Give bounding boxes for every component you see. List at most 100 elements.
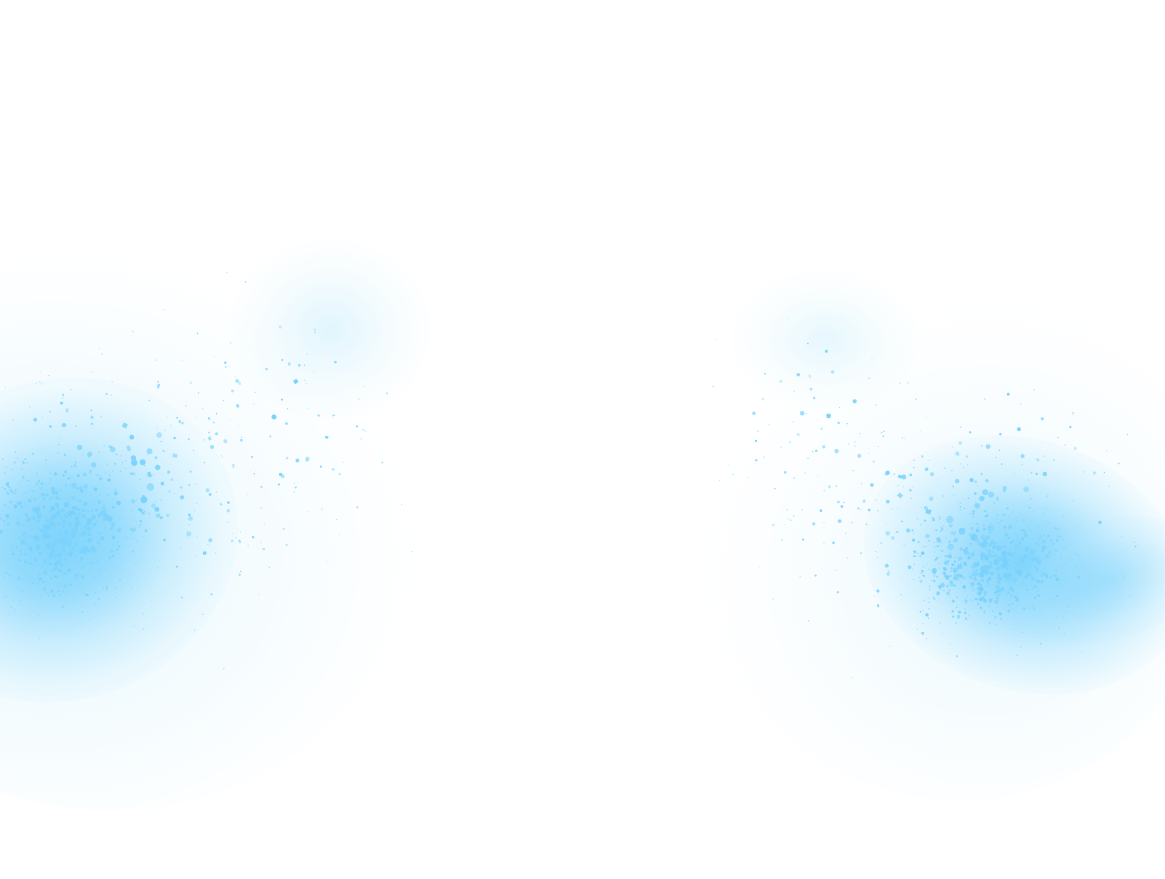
speck bbox=[18, 537, 20, 540]
speck bbox=[752, 411, 756, 415]
speck bbox=[934, 560, 936, 562]
speck bbox=[42, 505, 46, 509]
speck bbox=[63, 550, 65, 552]
speck bbox=[29, 534, 32, 538]
speck bbox=[54, 511, 60, 517]
speck bbox=[817, 419, 819, 422]
speck bbox=[1103, 472, 1105, 474]
speck bbox=[1004, 533, 1006, 535]
speck bbox=[172, 453, 178, 458]
speck bbox=[18, 558, 21, 562]
speck bbox=[952, 615, 955, 618]
speck bbox=[133, 519, 135, 521]
speck bbox=[958, 527, 966, 535]
speck bbox=[1011, 588, 1015, 593]
speck bbox=[38, 637, 40, 639]
speck bbox=[983, 541, 988, 546]
speck bbox=[966, 464, 968, 466]
speck bbox=[972, 570, 979, 577]
speck bbox=[1062, 565, 1064, 567]
speck bbox=[129, 434, 135, 440]
speck bbox=[975, 528, 980, 533]
speck bbox=[129, 573, 131, 575]
speck bbox=[43, 529, 46, 532]
speck bbox=[37, 572, 41, 576]
speck bbox=[71, 534, 74, 537]
speck bbox=[126, 445, 132, 452]
speck bbox=[1042, 534, 1046, 537]
speck bbox=[1002, 541, 1004, 543]
speck bbox=[940, 541, 942, 543]
speck bbox=[966, 596, 968, 598]
speck bbox=[996, 593, 1000, 597]
speck bbox=[895, 530, 899, 534]
speck bbox=[893, 473, 895, 475]
speck bbox=[23, 553, 26, 556]
speck bbox=[986, 514, 989, 517]
speck bbox=[883, 430, 885, 433]
speck bbox=[974, 503, 980, 509]
speck bbox=[67, 521, 73, 527]
speck bbox=[16, 457, 19, 459]
speck bbox=[131, 550, 134, 553]
speck bbox=[88, 618, 90, 620]
speck bbox=[1042, 614, 1044, 616]
speck bbox=[949, 552, 951, 554]
speck bbox=[1022, 582, 1024, 584]
speck bbox=[43, 558, 45, 560]
speck bbox=[1018, 572, 1020, 574]
speck bbox=[21, 590, 23, 592]
speck bbox=[196, 536, 198, 538]
speck bbox=[26, 462, 29, 464]
speck bbox=[297, 363, 301, 367]
speck bbox=[1051, 552, 1053, 555]
speck bbox=[112, 498, 114, 501]
speck bbox=[304, 379, 306, 382]
speck bbox=[946, 576, 948, 579]
speck bbox=[1015, 548, 1017, 550]
speck bbox=[911, 568, 914, 570]
speck bbox=[944, 467, 946, 469]
speck bbox=[990, 522, 992, 524]
speck bbox=[887, 570, 890, 572]
speck bbox=[943, 590, 945, 592]
speck bbox=[121, 588, 123, 590]
speck bbox=[907, 382, 909, 384]
speck bbox=[1040, 580, 1044, 583]
speck bbox=[819, 509, 823, 512]
speck bbox=[960, 463, 962, 465]
speck bbox=[1009, 610, 1011, 612]
speck bbox=[978, 597, 983, 602]
speck bbox=[23, 502, 26, 504]
speck bbox=[181, 359, 183, 361]
speck bbox=[922, 599, 925, 601]
speck bbox=[69, 583, 72, 586]
speck bbox=[941, 633, 943, 635]
speck bbox=[985, 444, 991, 449]
speck bbox=[105, 588, 108, 591]
speck bbox=[87, 531, 92, 537]
speck bbox=[90, 562, 93, 565]
speck bbox=[838, 406, 841, 409]
speck bbox=[45, 482, 47, 484]
speck bbox=[401, 504, 403, 506]
speck bbox=[837, 500, 840, 504]
speck bbox=[1049, 531, 1052, 533]
speck bbox=[62, 525, 65, 529]
speck bbox=[754, 439, 758, 443]
speck bbox=[979, 568, 982, 571]
speck bbox=[840, 505, 844, 508]
speck bbox=[942, 571, 947, 576]
speck bbox=[962, 562, 964, 564]
speck bbox=[994, 587, 996, 589]
speck bbox=[35, 482, 39, 486]
speck bbox=[91, 370, 93, 373]
speck bbox=[104, 472, 107, 474]
speck bbox=[56, 493, 59, 496]
speck bbox=[50, 486, 56, 492]
speck bbox=[976, 523, 979, 525]
speck bbox=[338, 534, 340, 536]
speck bbox=[235, 403, 240, 408]
speck bbox=[225, 366, 227, 368]
speck bbox=[1033, 555, 1035, 556]
